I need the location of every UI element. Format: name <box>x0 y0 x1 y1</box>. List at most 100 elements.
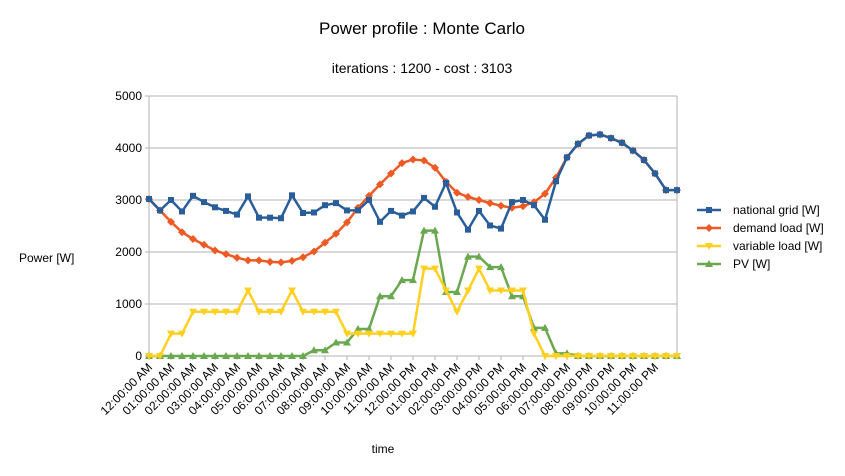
data-point <box>190 192 196 199</box>
data-point <box>387 330 395 338</box>
data-point <box>277 352 285 359</box>
series-line <box>148 133 677 264</box>
legend-swatch-marker <box>705 260 713 267</box>
data-point <box>453 188 461 197</box>
data-point <box>244 256 252 265</box>
data-point <box>541 323 549 331</box>
data-point <box>398 159 406 168</box>
data-point <box>310 247 318 256</box>
data-point <box>288 256 296 265</box>
data-point <box>542 216 548 223</box>
data-point <box>508 287 516 295</box>
legend-label: variable load [W] <box>733 239 822 253</box>
data-point <box>223 207 229 214</box>
legend: national grid [W] demand load [W] variable… <box>697 203 824 271</box>
data-point <box>596 353 604 360</box>
data-point <box>255 352 263 359</box>
data-point <box>630 147 636 154</box>
data-point <box>200 240 208 249</box>
legend-swatch-marker <box>706 207 712 213</box>
data-point <box>409 276 417 284</box>
y-axis-label: Power [W] <box>19 251 74 265</box>
data-point <box>222 308 230 316</box>
data-point <box>475 265 483 273</box>
data-point <box>574 353 582 360</box>
data-point <box>333 200 339 207</box>
data-point <box>343 218 351 227</box>
data-point <box>662 353 670 360</box>
data-point <box>289 192 295 199</box>
data-point <box>519 287 527 295</box>
data-point <box>475 196 483 204</box>
data-point <box>387 292 395 300</box>
data-point <box>376 292 384 300</box>
data-point <box>244 287 252 295</box>
data-point <box>310 346 318 354</box>
data-point <box>618 353 626 360</box>
data-point <box>674 187 680 194</box>
data-point <box>585 353 593 360</box>
data-point <box>311 209 317 216</box>
data-point <box>266 308 274 316</box>
data-point <box>432 203 438 210</box>
data-point <box>167 217 175 226</box>
data-point <box>553 178 559 185</box>
data-point <box>145 353 153 360</box>
data-point <box>366 197 372 203</box>
data-point <box>464 252 472 260</box>
legend-item: national grid [W] <box>697 203 820 217</box>
data-point <box>233 308 241 316</box>
data-point <box>421 194 427 201</box>
data-point <box>465 226 471 233</box>
data-point <box>288 287 296 295</box>
data-point <box>332 229 340 238</box>
data-point <box>354 324 362 332</box>
data-point <box>497 287 505 295</box>
data-point <box>509 199 515 206</box>
data-point <box>464 287 472 295</box>
data-point <box>663 187 669 194</box>
data-point <box>168 197 174 203</box>
data-point <box>211 352 219 359</box>
data-point <box>641 156 647 163</box>
data-point <box>497 263 505 271</box>
data-point <box>443 179 449 186</box>
legend-swatch-marker <box>705 243 713 250</box>
data-point <box>299 352 307 359</box>
data-point <box>255 308 263 316</box>
y-tick-label: 0 <box>135 349 142 363</box>
series-0 <box>146 131 680 233</box>
data-point <box>420 265 428 273</box>
data-point <box>201 199 207 206</box>
data-point <box>178 352 186 359</box>
data-point <box>409 155 417 164</box>
data-point <box>420 156 428 165</box>
series-2 <box>145 265 681 360</box>
data-point <box>376 180 384 189</box>
data-point <box>640 353 648 360</box>
data-point <box>531 202 537 209</box>
data-point <box>200 352 208 359</box>
data-point <box>343 338 351 346</box>
data-point <box>398 330 406 338</box>
series-1 <box>145 130 681 267</box>
data-point <box>266 257 274 266</box>
data-point <box>344 207 350 214</box>
data-point <box>453 308 461 316</box>
data-point <box>189 235 197 243</box>
y-tick-label: 3000 <box>115 193 142 207</box>
data-point <box>652 170 658 177</box>
data-point <box>498 225 504 232</box>
data-point <box>476 207 482 214</box>
data-point <box>255 256 263 265</box>
data-point <box>564 154 570 161</box>
data-point <box>310 308 318 316</box>
data-point <box>244 352 252 359</box>
data-point <box>387 169 395 178</box>
data-point <box>541 353 549 360</box>
data-point <box>234 211 240 218</box>
data-point <box>619 139 625 146</box>
data-point <box>354 330 362 338</box>
data-point <box>586 132 592 139</box>
